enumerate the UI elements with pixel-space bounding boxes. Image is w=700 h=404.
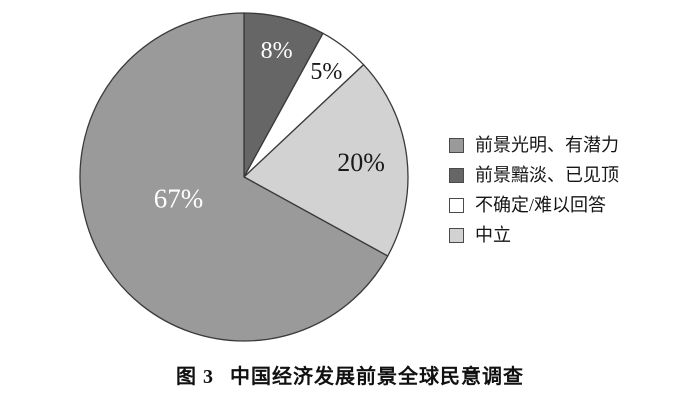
legend-label: 中立 <box>475 225 511 245</box>
figure-caption: 图 3 中国经济发展前景全球民意调查 <box>0 360 700 389</box>
legend-label: 前景黯淡、已见顶 <box>475 165 619 185</box>
legend-item-neutral: 中立 <box>449 220 619 250</box>
legend: 前景光明、有潜力 前景黯淡、已见顶 不确定/难以回答 中立 <box>449 130 619 250</box>
pie-slice-neutral <box>243 64 409 257</box>
legend-item-dim-peaked: 前景黯淡、已见顶 <box>449 160 619 190</box>
caption-label: 图 3 <box>176 366 214 388</box>
legend-swatch-neutral <box>449 227 464 243</box>
legend-item-uncertain: 不确定/难以回答 <box>449 190 619 220</box>
slice-label-neutral: 20% <box>337 148 385 177</box>
legend-item-bright-potential: 前景光明、有潜力 <box>449 130 619 160</box>
legend-label: 前景光明、有潜力 <box>475 135 619 155</box>
legend-swatch-bright-potential <box>449 137 464 153</box>
legend-swatch-uncertain <box>449 197 464 213</box>
legend-swatch-dim-peaked <box>449 167 464 183</box>
slice-label-bright-potential: 67% <box>154 184 204 214</box>
pie-slice-bright-potential <box>79 12 389 342</box>
slice-label-dim-peaked: 8% <box>261 38 293 64</box>
legend-label: 不确定/难以回答 <box>475 195 607 215</box>
slice-label-uncertain: 5% <box>310 59 342 85</box>
caption-title: 中国经济发展前景全球民意调查 <box>230 366 524 388</box>
